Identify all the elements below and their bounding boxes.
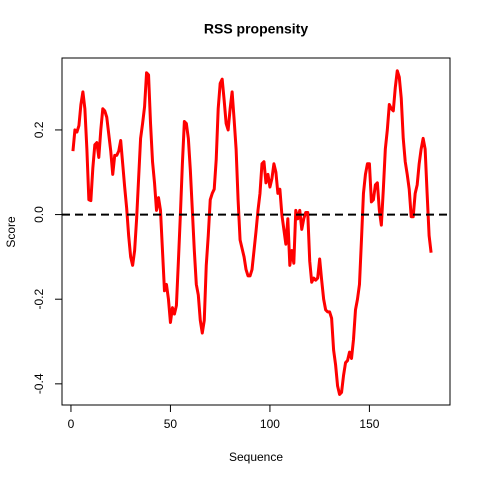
data-line bbox=[71, 69, 433, 396]
x-tick-label: 100 bbox=[260, 417, 280, 431]
x-tick-label: 50 bbox=[164, 417, 178, 431]
chart-title: RSS propensity bbox=[204, 21, 308, 37]
x-tick-label: 150 bbox=[359, 417, 379, 431]
y-tick-label: -0.4 bbox=[32, 373, 46, 394]
y-tick-label: 0.0 bbox=[32, 206, 46, 223]
x-axis-label: Sequence bbox=[229, 450, 283, 464]
y-axis-label: Score bbox=[4, 216, 18, 248]
x-tick-label: 0 bbox=[68, 417, 75, 431]
y-tick-label: 0.2 bbox=[32, 121, 46, 138]
y-tick-label: -0.2 bbox=[32, 289, 46, 310]
plot-box bbox=[61, 57, 451, 406]
